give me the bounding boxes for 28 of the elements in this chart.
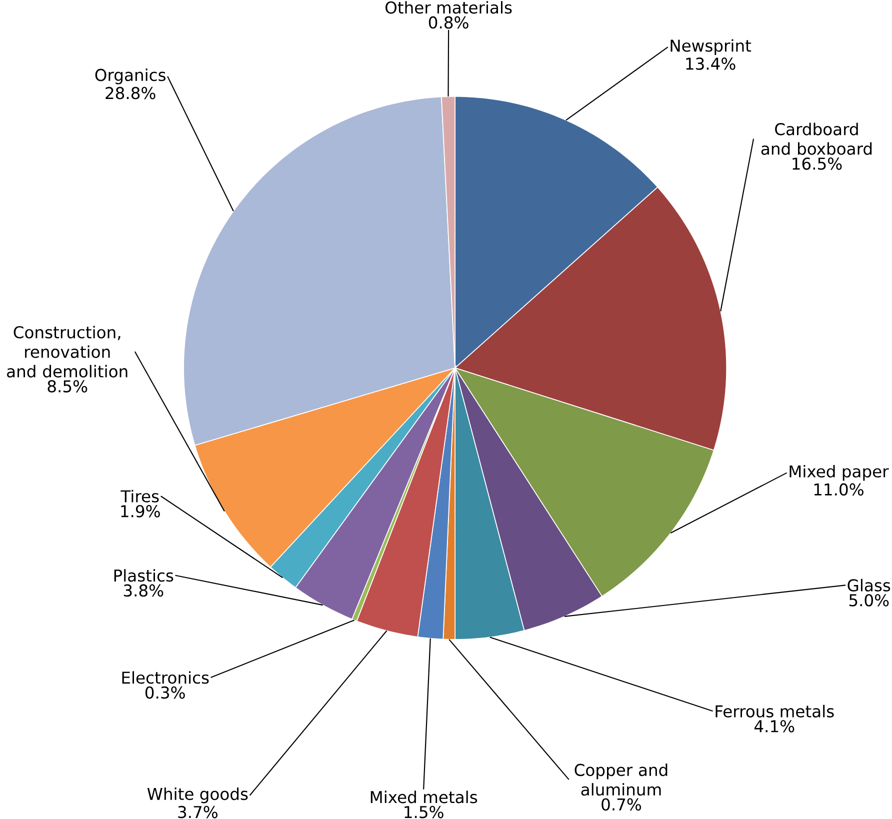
data-label: 0.3%	[145, 686, 185, 699]
slice-label: Cardboard and boxboard	[761, 122, 872, 155]
data-label: 0.7%	[602, 798, 642, 810]
data-label: 16.5%	[792, 157, 842, 170]
slice-label: Tires	[120, 490, 159, 502]
slice-label: Mixed paper	[790, 464, 889, 481]
slice-label: Construction, renovation and demolition	[7, 326, 128, 378]
data-label: 5.0%	[849, 594, 889, 606]
data-label: 11.0%	[814, 483, 864, 496]
data-label: 3.8%	[124, 584, 164, 596]
data-label: 1.9%	[121, 504, 160, 518]
data-label: 28.8%	[106, 86, 156, 100]
data-label: 0.8%	[428, 16, 468, 28]
slice-label: Electronics	[122, 671, 209, 684]
slice-label: Newsprint	[670, 39, 752, 55]
data-label: 8.5%	[48, 380, 88, 392]
data-label: 13.4%	[686, 57, 736, 70]
data-label: 4.1%	[754, 720, 794, 732]
slice-label: Copper and aluminum	[574, 763, 668, 796]
slice-label: Plastics	[114, 568, 174, 582]
slice-label: Glass	[848, 578, 890, 592]
data-label: 1.5%	[404, 806, 444, 818]
slice-label: Organics	[95, 68, 166, 84]
slice-label: Other materials	[386, 0, 512, 14]
slice-label: White goods	[147, 787, 248, 804]
slice-label: Ferrous metals	[716, 704, 834, 718]
data-label: 3.7%	[178, 806, 218, 818]
slice-label: Mixed metals	[370, 790, 478, 804]
